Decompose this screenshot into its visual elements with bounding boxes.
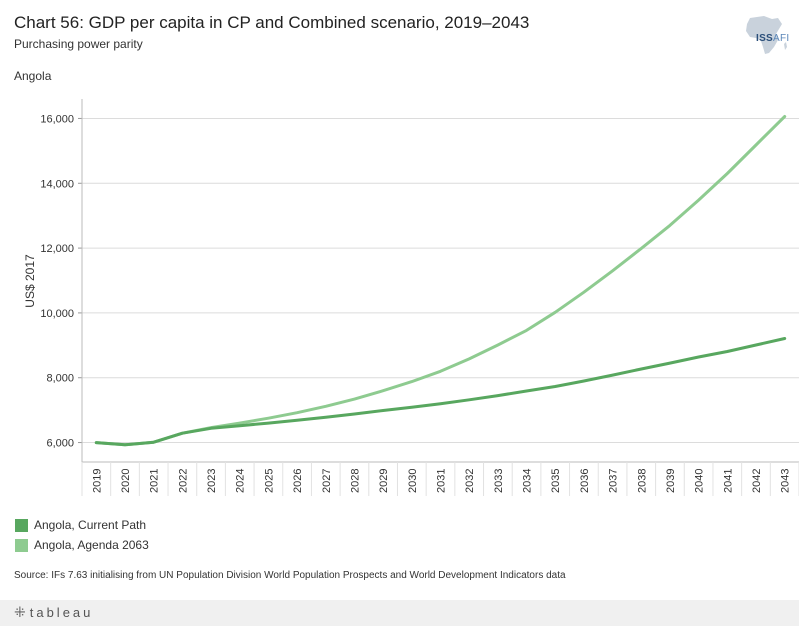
- x-tick-label: 2037: [608, 469, 620, 493]
- x-tick-label: 2022: [177, 469, 189, 493]
- x-tick-label: 2027: [321, 469, 333, 493]
- x-tick-label: 2020: [120, 469, 132, 493]
- legend-swatch-current-path: [15, 518, 28, 532]
- x-tick-label: 2031: [436, 469, 448, 493]
- x-tick-label: 2043: [780, 469, 792, 493]
- series-lines: [94, 115, 787, 447]
- x-tick-label: 2030: [407, 469, 419, 493]
- x-tick-label: 2019: [91, 469, 103, 493]
- issafi-logo: ISSAFI: [756, 33, 790, 44]
- legend-label-agenda-2063: Angola, Agenda 2063: [34, 538, 149, 552]
- chart-title: Chart 56: GDP per capita in CP and Combi…: [14, 13, 530, 32]
- line-chart: 6,000 8,000 10,000 12,000 14,000 16,000 2019 20…: [23, 99, 799, 496]
- logo-text-bold: ISS: [756, 33, 774, 44]
- x-tick-label: 2036: [579, 469, 591, 493]
- tableau-plus-icon: ⁜: [14, 604, 26, 620]
- legend-swatch-agenda-2063: [15, 538, 28, 552]
- tableau-logo[interactable]: ⁜ tableau: [14, 604, 93, 621]
- y-tick-label: 14,000: [40, 178, 74, 190]
- x-tick-label: 2035: [550, 469, 562, 493]
- tick-labels: 6,000 8,000 10,000 12,000 14,000 16,000 2019 20…: [23, 113, 792, 493]
- footer-bar: [0, 600, 799, 626]
- series-line-current-path: [94, 337, 787, 447]
- x-tick-label: 2041: [722, 469, 734, 493]
- x-tick-label: 2038: [636, 469, 648, 493]
- y-tick-label: 8,000: [46, 373, 74, 385]
- axes: [78, 99, 799, 496]
- legend-label-current-path: Angola, Current Path: [34, 518, 147, 532]
- y-tick-label: 12,000: [40, 243, 74, 255]
- x-tick-label: 2034: [522, 469, 534, 493]
- africa-map-logo-icon: [746, 16, 787, 54]
- x-tick-label: 2024: [235, 469, 247, 493]
- legend-item-agenda-2063[interactable]: Angola, Agenda 2063: [15, 535, 149, 555]
- chart-subtitle: Purchasing power parity: [14, 37, 143, 51]
- x-tick-label: 2026: [292, 469, 304, 493]
- x-tick-label: 2028: [349, 469, 361, 493]
- x-tick-label: 2032: [464, 469, 476, 493]
- x-tick-label: 2025: [263, 469, 275, 493]
- y-tick-label: 16,000: [40, 113, 74, 125]
- y-tick-label: 6,000: [46, 438, 74, 450]
- x-tick-label: 2042: [751, 469, 763, 493]
- x-tick-label: 2040: [694, 469, 706, 493]
- x-tick-label: 2039: [665, 469, 677, 493]
- series-line-agenda-2063: [94, 115, 787, 447]
- tableau-wordmark: tableau: [29, 605, 94, 620]
- country-label: Angola: [14, 69, 52, 83]
- x-tick-label: 2033: [493, 469, 505, 493]
- logo-text-light: AFI: [773, 33, 790, 44]
- gridlines: [82, 117, 799, 444]
- x-tick-label: 2029: [378, 469, 390, 493]
- source-note: Source: IFs 7.63 initialising from UN Po…: [14, 570, 566, 581]
- legend: Angola, Current Path Angola, Agenda 2063: [15, 515, 149, 555]
- y-axis-title: US$ 2017: [23, 254, 37, 308]
- legend-item-current-path[interactable]: Angola, Current Path: [15, 515, 149, 535]
- y-tick-label: 10,000: [40, 308, 74, 320]
- x-tick-label: 2023: [206, 469, 218, 493]
- x-tick-label: 2021: [149, 469, 161, 493]
